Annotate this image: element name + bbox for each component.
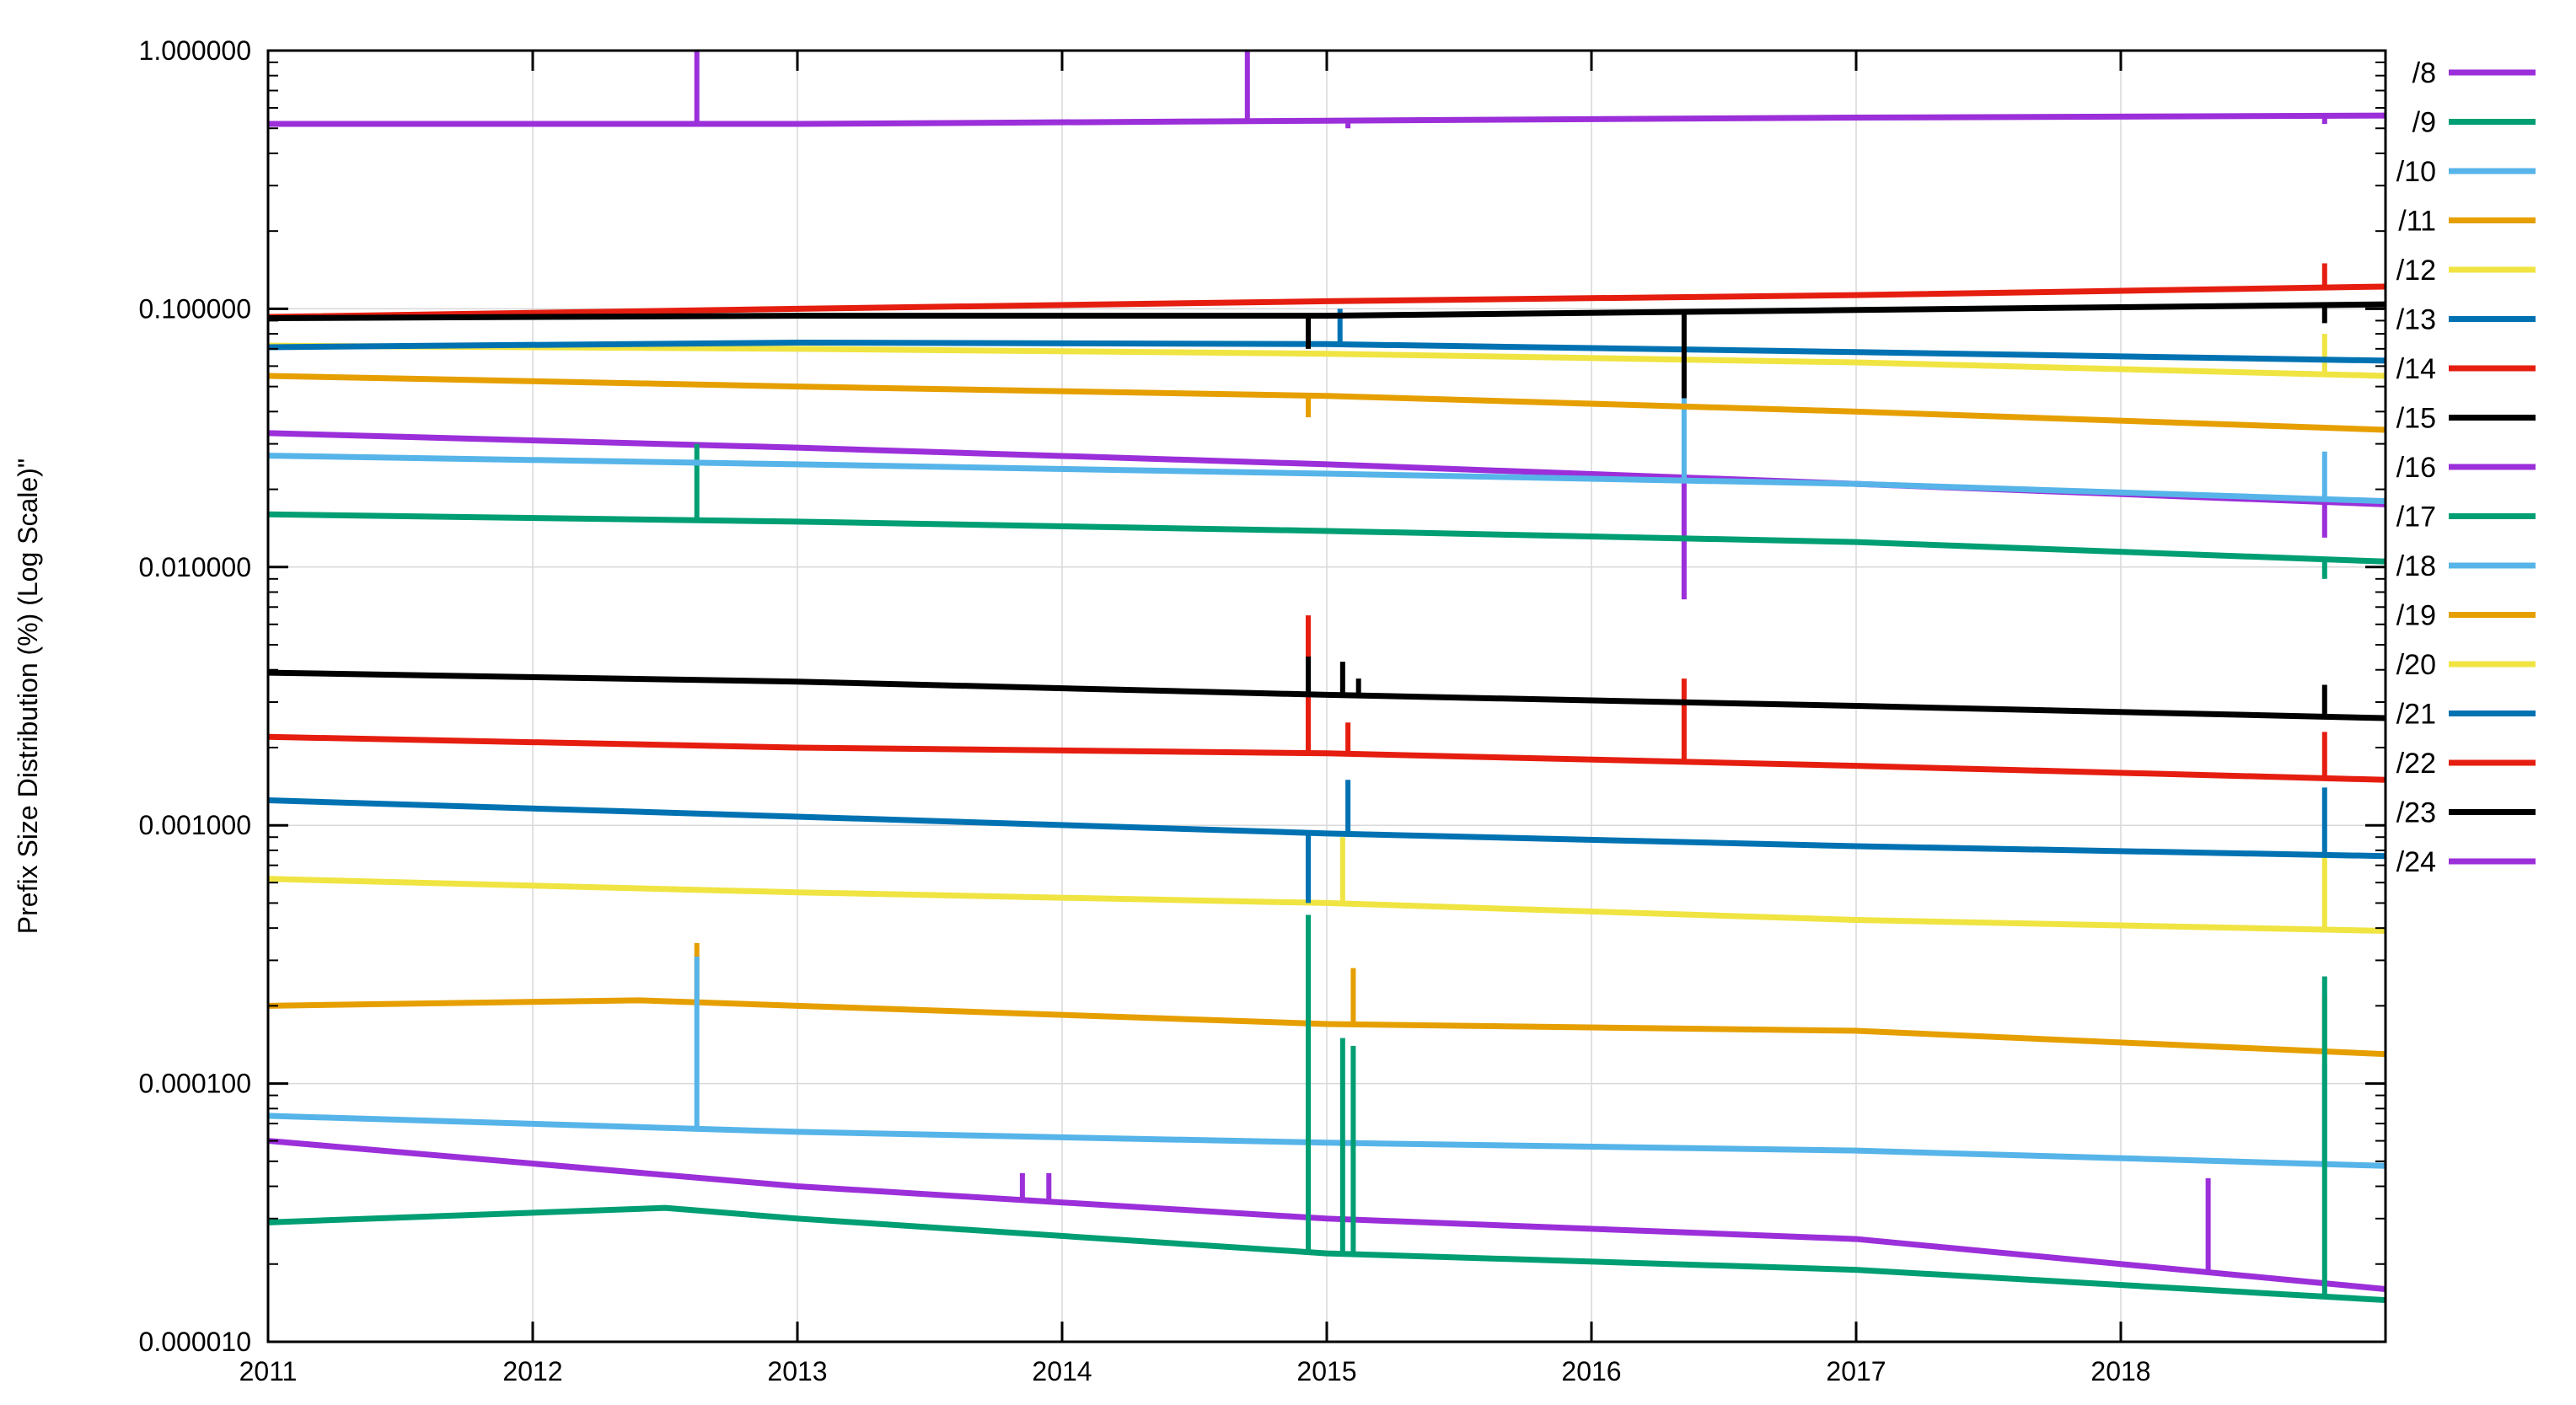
y-tick-label: 0.000010: [139, 1327, 251, 1357]
x-tick-label: 2014: [1032, 1356, 1092, 1386]
x-tick-label: 2016: [1561, 1356, 1621, 1386]
series-line-p12: [267, 342, 2386, 379]
x-tick-label: 2011: [239, 1356, 298, 1386]
legend-label: /16: [2396, 452, 2436, 484]
legend-label: /21: [2396, 699, 2436, 731]
legend-label: /13: [2396, 304, 2436, 336]
y-tick-label: 0.100000: [139, 293, 251, 324]
y-tick-label: 0.010000: [139, 552, 251, 582]
x-tick-label: 2018: [2090, 1356, 2150, 1386]
series-line-p8: [268, 112, 2386, 127]
legend-label: /24: [2396, 846, 2436, 878]
x-axis: 2011 2012 2013 2014 2015 2016 2017 2018: [239, 51, 2151, 1386]
legend-label: /20: [2396, 649, 2436, 681]
series-line-p22: [267, 733, 2386, 783]
x-tick-label: 2012: [502, 1356, 562, 1386]
series-lines: [267, 51, 2386, 1304]
y-axis-title: Prefix Size Distribution (%) (Log Scale)…: [13, 459, 43, 934]
series-line: [267, 1113, 2386, 1169]
series-line-p15: [267, 301, 2386, 321]
y-axis: 0.000010 0.000100 0.001000 0.010000 0.100000…: [139, 35, 2385, 1357]
series-line-p17: [267, 511, 2386, 565]
series-line-p23: [267, 669, 2386, 721]
legend-label: /11: [2398, 206, 2436, 238]
legend-label: /23: [2396, 797, 2436, 829]
x-tick-label: 2013: [767, 1356, 827, 1386]
series-line-p18: [267, 453, 2386, 505]
y-tick-label: 1.000000: [139, 35, 251, 66]
legend-label: /22: [2396, 748, 2436, 780]
series-line: [267, 997, 2386, 1058]
legend-label: /14: [2396, 353, 2436, 385]
legend-label: /10: [2396, 156, 2436, 188]
y-tick-label: 0.000100: [139, 1069, 251, 1099]
legend-label: /19: [2396, 600, 2436, 632]
series-line: [267, 1204, 2386, 1304]
legend-label: /9: [2412, 107, 2436, 139]
legend-label: /17: [2396, 501, 2436, 534]
x-tick-label: 2015: [1296, 1356, 1356, 1386]
x-tick-label: 2017: [1826, 1356, 1886, 1386]
legend-label: /12: [2396, 255, 2436, 287]
y-tick-label: 0.001000: [139, 810, 251, 840]
series-line-p14: [267, 283, 2386, 320]
legend: /8/9/10/11/12/13/14/15/16/17/18/19/20/21…: [2396, 57, 2536, 878]
series-line: [267, 1138, 2386, 1292]
series-line-p21: [267, 797, 2386, 860]
series-line: [267, 876, 2386, 934]
legend-label: /15: [2396, 403, 2436, 435]
series-line-p13: [267, 339, 2386, 364]
legend-label: /18: [2396, 550, 2436, 582]
legend-label: /8: [2412, 57, 2436, 89]
series-line-p19: [267, 373, 2386, 433]
